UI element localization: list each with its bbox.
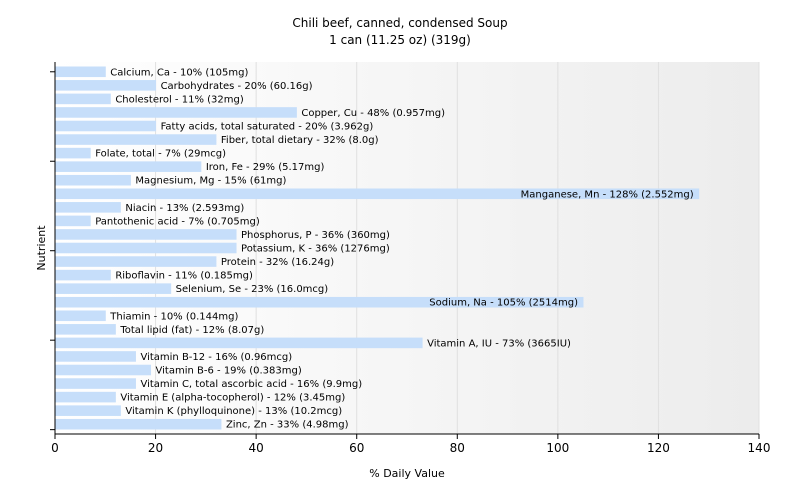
bar-label: Selenium, Se - 23% (16.0mcg): [176, 284, 329, 295]
bar: [55, 120, 157, 132]
bar: [55, 418, 222, 430]
chart-subtitle: 1 can (11.25 oz) (319g): [329, 33, 471, 47]
bar: [55, 147, 91, 159]
bar: [55, 310, 106, 322]
bar-label: Protein - 32% (16.24g): [221, 257, 334, 268]
bars-group: [55, 66, 700, 430]
bar-label: Total lipid (fat) - 12% (8.07g): [119, 325, 264, 336]
bar-labels-group: Calcium, Ca - 10% (105mg) Carbohydrates -…: [95, 67, 694, 430]
x-tick-label: 80: [450, 441, 465, 455]
bar-label: Folate, total - 7% (29mcg): [95, 149, 226, 160]
bar: [55, 161, 202, 172]
bar-label: Vitamin E (alpha-tocopherol) - 12% (3.45…: [120, 393, 345, 404]
bar-label: Fiber, total dietary - 32% (8.0g): [221, 135, 379, 146]
bar-label: Carbohydrates - 20% (60.16g): [161, 81, 313, 92]
bar-label: Niacin - 13% (2.593mg): [125, 203, 244, 214]
bar-label: Potassium, K - 36% (1276mg): [241, 244, 390, 255]
bar: [55, 80, 157, 91]
y-axis-ticks: [50, 71, 55, 431]
bar: [55, 391, 116, 403]
bar-label: Cholesterol - 11% (32mg): [115, 94, 244, 105]
bar: [55, 242, 237, 254]
bar-label: Vitamin C, total ascorbic acid - 16% (9.…: [140, 379, 362, 390]
bar-label: Magnesium, Mg - 15% (61mg): [135, 176, 286, 187]
bar-label: Manganese, Mn - 128% (2.552mg): [521, 189, 694, 200]
bar: [55, 134, 217, 145]
bar: [55, 256, 217, 267]
bar-label: Calcium, Ca - 10% (105mg): [110, 67, 248, 78]
x-axis-ticks: 0 20 40 60 80 100 120 140: [51, 434, 770, 455]
bar: [55, 93, 111, 105]
x-tick-label: 20: [148, 441, 163, 455]
x-tick-label: 120: [647, 441, 670, 455]
bar-label: Vitamin B-6 - 19% (0.383mg): [156, 366, 302, 377]
bar-label: Vitamin K (phylloquinone) - 13% (10.2mcg…: [125, 406, 342, 417]
x-tick-label: 60: [349, 441, 364, 455]
bar-label: Vitamin B-12 - 16% (0.96mcg): [140, 352, 292, 363]
bar: [55, 283, 172, 294]
bar-label: Riboflavin - 11% (0.185mg): [115, 271, 253, 282]
bar: [55, 269, 111, 281]
bar-label: Iron, Fe - 29% (5.17mg): [206, 162, 325, 173]
x-tick-label: 100: [546, 441, 569, 455]
bar: [55, 107, 297, 118]
bar-label: Phosphorus, P - 36% (360mg): [241, 230, 390, 241]
y-axis-title: Nutrient: [35, 225, 48, 271]
bar-label: Fatty acids, total saturated - 20% (3.96…: [161, 122, 374, 133]
bar: [55, 296, 584, 308]
bar: [55, 351, 136, 362]
bar-label: Sodium, Na - 105% (2514mg): [429, 298, 578, 309]
bar: [55, 215, 91, 227]
bar-label: Pantothenic acid - 7% (0.705mg): [95, 216, 260, 227]
bar: [55, 229, 237, 240]
bar: [55, 202, 121, 213]
bar: [55, 174, 131, 186]
chart-title: Chili beef, canned, condensed Soup: [292, 16, 507, 30]
bar: [55, 324, 116, 335]
bar: [55, 188, 700, 200]
bar-label: Zinc, Zn - 33% (4.98mg): [226, 420, 349, 431]
bar-label: Vitamin A, IU - 73% (3665IU): [427, 338, 571, 349]
x-tick-label: 0: [51, 441, 59, 455]
bar: [55, 364, 152, 376]
x-tick-label: 40: [249, 441, 264, 455]
bar: [55, 378, 136, 389]
bar: [55, 405, 121, 416]
x-tick-label: 140: [748, 441, 771, 455]
x-axis-title: % Daily Value: [369, 467, 445, 480]
bar: [55, 66, 106, 78]
bar-label: Copper, Cu - 48% (0.957mg): [301, 108, 445, 119]
bar-label: Thiamin - 10% (0.144mg): [109, 311, 238, 322]
bar: [55, 337, 423, 349]
